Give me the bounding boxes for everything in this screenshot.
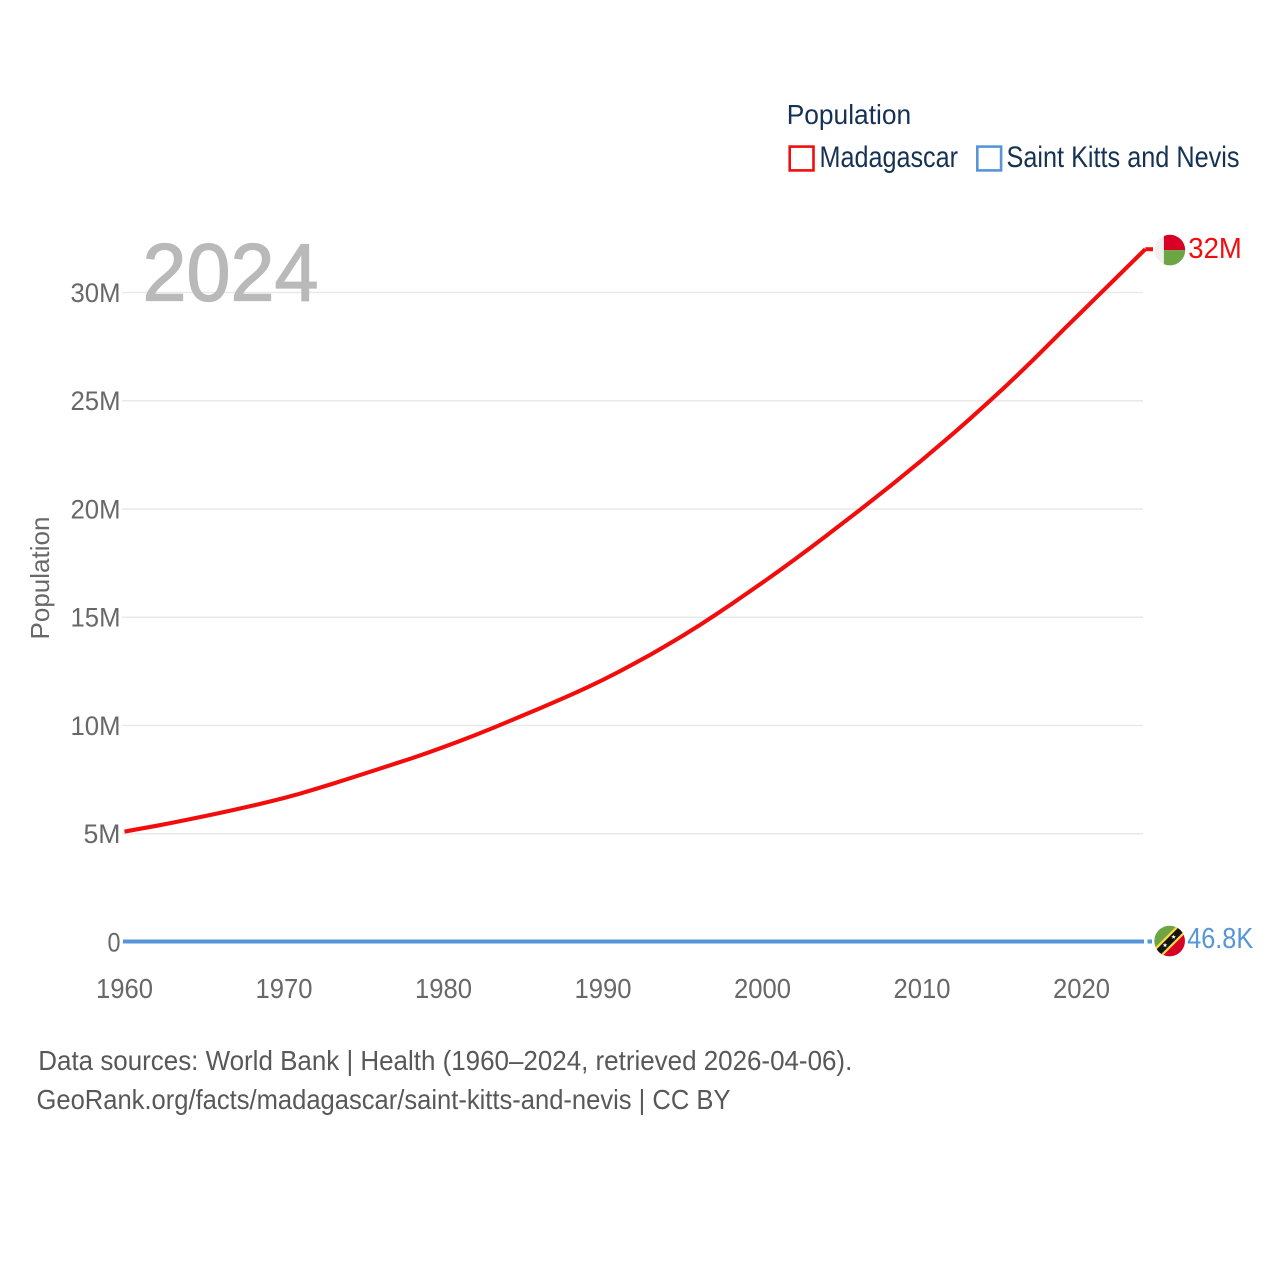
svg-text:5M: 5M <box>84 819 121 849</box>
svg-text:15M: 15M <box>71 603 121 633</box>
svg-text:20M: 20M <box>71 494 121 524</box>
svg-text:Data sources: World Bank | Hea: Data sources: World Bank | Health (1960–… <box>38 1045 852 1076</box>
svg-text:32M: 32M <box>1188 233 1242 265</box>
svg-text:GeoRank.org/facts/madagascar/s: GeoRank.org/facts/madagascar/saint-kitts… <box>37 1084 731 1115</box>
svg-text:2024: 2024 <box>143 227 319 318</box>
svg-text:Madagascar: Madagascar <box>820 141 959 174</box>
svg-text:2020: 2020 <box>1053 973 1110 1004</box>
svg-text:Population: Population <box>25 517 55 640</box>
svg-text:30M: 30M <box>71 278 121 308</box>
svg-text:2010: 2010 <box>894 973 951 1004</box>
svg-text:Population: Population <box>787 99 912 130</box>
svg-text:25M: 25M <box>71 386 121 416</box>
svg-text:0: 0 <box>108 927 121 957</box>
svg-text:10M: 10M <box>71 711 121 741</box>
svg-text:1980: 1980 <box>415 973 472 1004</box>
svg-text:2000: 2000 <box>734 973 791 1004</box>
svg-text:1970: 1970 <box>256 973 313 1004</box>
svg-text:1990: 1990 <box>575 973 632 1004</box>
svg-text:46.8K: 46.8K <box>1187 923 1253 955</box>
svg-text:Saint Kitts and Nevis: Saint Kitts and Nevis <box>1007 141 1240 174</box>
svg-text:1960: 1960 <box>96 973 153 1004</box>
